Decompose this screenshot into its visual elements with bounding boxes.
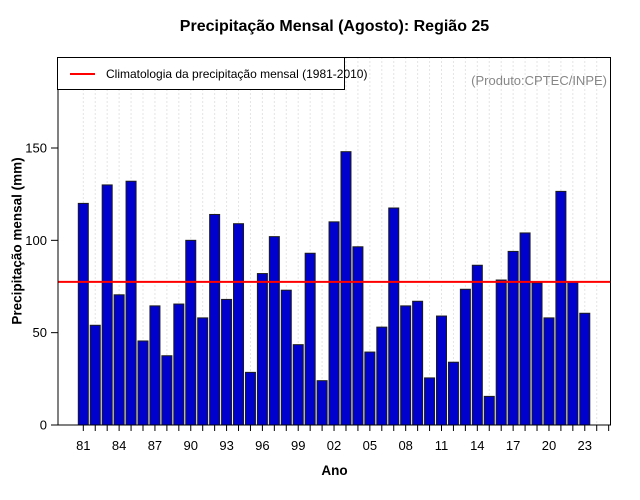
y-axis-title: Precipitação mensal (mm)	[9, 157, 25, 325]
bar-2005	[364, 351, 376, 426]
bar-2015	[483, 395, 495, 426]
bar-2020	[543, 317, 555, 426]
legend: Climatologia da precipitação mensal (198…	[57, 57, 367, 90]
bar-1997	[268, 236, 280, 426]
x-axis-title: Ano	[321, 463, 348, 478]
bar-2008	[400, 305, 412, 426]
bar-2002	[328, 221, 340, 426]
bar-1982	[89, 324, 101, 426]
bar-2004	[352, 246, 364, 426]
bar-1996	[256, 273, 268, 426]
x-tick-label-2008: 08	[398, 438, 412, 453]
x-tick-label-2014: 14	[470, 438, 484, 453]
bar-2000	[304, 252, 316, 426]
bar-2009	[412, 300, 424, 426]
x-tick-label-2017: 17	[506, 438, 520, 453]
bar-2001	[316, 380, 328, 426]
bar-1985	[125, 180, 137, 426]
bar-1988	[161, 355, 173, 426]
bar-2007	[388, 207, 400, 426]
bar-2011	[436, 315, 447, 426]
bar-2016	[495, 279, 507, 426]
bar-1981	[77, 202, 89, 426]
x-tick-label-2005: 05	[363, 438, 377, 453]
bar-1994	[233, 223, 245, 426]
bar-2010	[424, 377, 436, 426]
x-tick-label-1999: 99	[291, 438, 305, 453]
bar-2012	[447, 361, 459, 426]
bar-1998	[280, 289, 292, 426]
bar-1990	[185, 239, 197, 426]
bar-1993	[221, 298, 233, 426]
legend-label: Climatologia da precipitação mensal (198…	[106, 66, 368, 81]
x-tick-label-2011: 11	[435, 438, 449, 453]
bar-1992	[209, 213, 221, 426]
bar-1999	[292, 344, 304, 426]
bar-2023	[579, 312, 591, 426]
bar-2017	[507, 250, 519, 426]
bar-2006	[376, 326, 388, 426]
bar-1995	[244, 371, 256, 426]
bar-1986	[137, 340, 149, 426]
produto-note: (Produto:CPTEC/INPE)	[471, 73, 607, 88]
bar-2018	[519, 232, 531, 426]
x-tick-label-2023: 23	[578, 438, 592, 453]
bar-1987	[149, 305, 161, 426]
bar-1991	[197, 317, 209, 426]
bar-1984	[113, 294, 125, 426]
x-tick-label-1981: 81	[76, 438, 90, 453]
x-tick-label-1984: 84	[112, 438, 126, 453]
bar-1983	[101, 184, 113, 426]
x-tick-label-2002: 02	[327, 438, 341, 453]
y-tick-label-50: 50	[33, 325, 47, 340]
bar-2003	[340, 151, 352, 426]
x-tick-label-1996: 96	[255, 438, 269, 453]
bar-2013	[459, 288, 471, 426]
y-tick-label-0: 0	[40, 418, 47, 433]
x-tick-label-1993: 93	[219, 438, 233, 453]
bar-1989	[173, 303, 185, 426]
x-tick-label-1987: 87	[148, 438, 162, 453]
chart-title: Precipitação Mensal (Agosto): Região 25	[179, 18, 490, 35]
x-tick-label-1990: 90	[184, 438, 198, 453]
y-tick-label-150: 150	[25, 140, 47, 155]
bar-2014	[471, 264, 483, 426]
bar-2021	[555, 190, 567, 426]
x-tick-label-2020: 20	[542, 438, 556, 453]
bar-2022	[567, 281, 579, 426]
y-tick-label-100: 100	[25, 233, 47, 248]
bar-2019	[531, 282, 543, 426]
climatology-line-icon	[70, 72, 95, 75]
